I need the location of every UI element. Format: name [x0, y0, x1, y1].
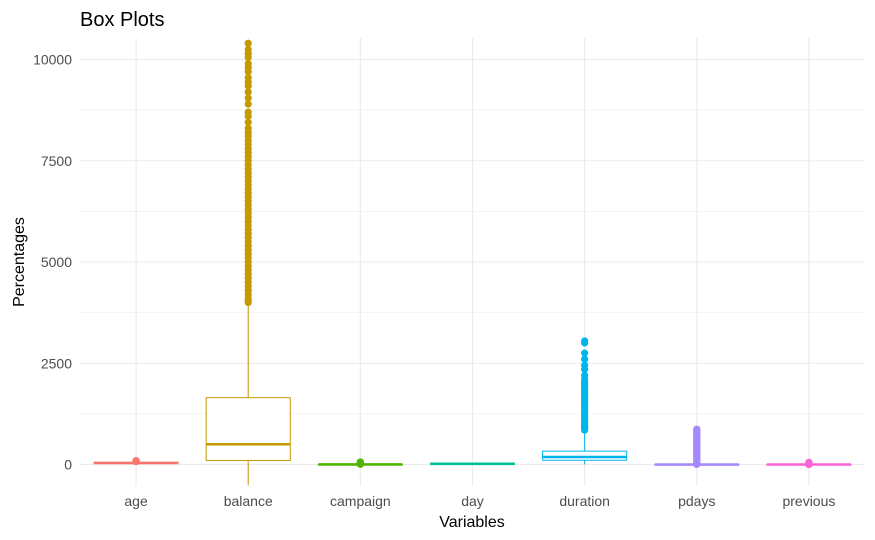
box-age — [93, 457, 179, 466]
chart-title: Box Plots — [80, 9, 164, 31]
x-tick-label: pdays — [678, 493, 715, 509]
outlier-point — [356, 458, 364, 466]
y-tick-label: 0 — [64, 457, 72, 473]
outlier-point — [244, 118, 252, 126]
y-tick-label: 7500 — [41, 153, 72, 169]
y-tick-label: 10000 — [33, 52, 72, 68]
x-tick-label: day — [461, 493, 484, 509]
x-tick-label: duration — [559, 493, 610, 509]
box-campaign — [317, 458, 403, 468]
outlier-point — [244, 88, 252, 96]
box-balance — [205, 39, 291, 485]
outlier-point — [581, 361, 589, 369]
x-tick-label: balance — [224, 493, 273, 509]
x-axis-tick-labels: age balance campaign day duration pdays previo… — [124, 493, 835, 509]
outlier-point — [581, 371, 589, 379]
box-pdays — [654, 425, 740, 469]
x-tick-label: campaign — [330, 493, 391, 509]
y-axis-title: Percentages — [11, 217, 28, 307]
outlier-point — [132, 457, 140, 465]
box-plots — [93, 39, 852, 485]
y-tick-label: 2500 — [41, 355, 72, 371]
x-tick-label: previous — [782, 493, 835, 509]
outlier-point — [581, 337, 589, 345]
box-duration — [542, 337, 628, 465]
box-day — [429, 462, 516, 466]
outlier-point — [244, 124, 252, 132]
outlier-point — [244, 59, 252, 68]
outlier-point — [805, 458, 813, 466]
outlier-point — [244, 94, 252, 102]
box-body — [542, 450, 628, 461]
y-axis-tick-labels: 0 2500 5000 7500 10000 — [33, 52, 72, 473]
outlier-point — [581, 349, 589, 357]
outlier-point — [244, 74, 252, 82]
x-tick-label: age — [124, 493, 148, 509]
outlier-point — [693, 425, 701, 433]
outlier-point — [581, 355, 589, 363]
outlier-point — [244, 100, 252, 108]
x-axis-title: Variables — [439, 514, 505, 531]
box-previous — [766, 458, 852, 469]
box-body — [205, 397, 291, 461]
outlier-point — [244, 45, 252, 53]
outlier-point — [244, 108, 252, 116]
y-tick-label: 5000 — [41, 254, 72, 270]
outlier-point — [244, 39, 252, 47]
